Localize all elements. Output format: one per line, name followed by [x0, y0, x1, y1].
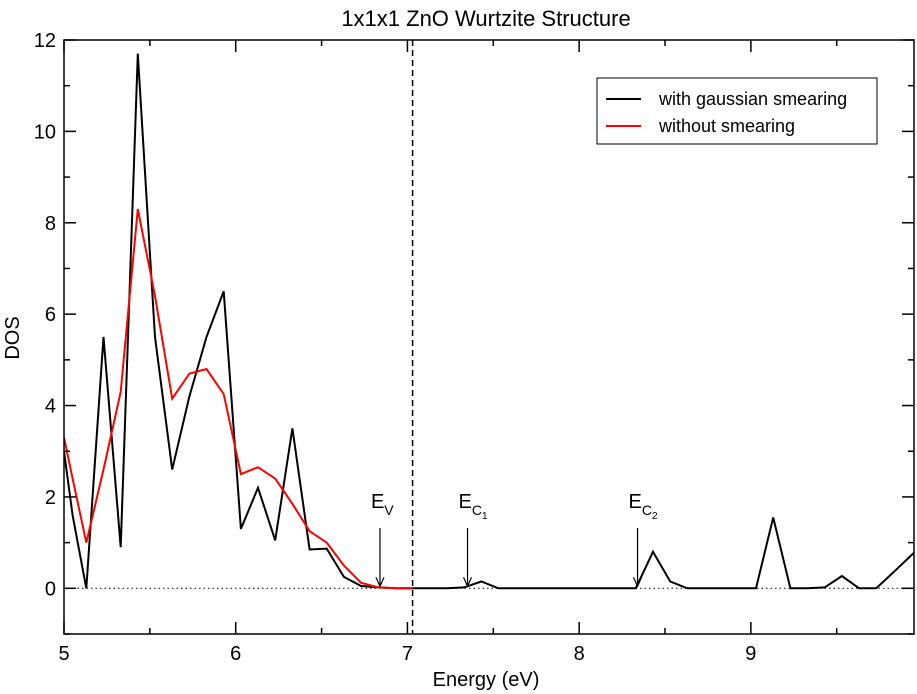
y-tick-label: 6: [45, 304, 56, 326]
x-axis-label: Energy (eV): [433, 669, 540, 691]
annotation-subscript: C: [642, 502, 652, 518]
legend-box: [596, 77, 878, 145]
x-tick-label: 9: [745, 643, 756, 665]
legend: with gaussian smearing without smearing: [596, 77, 878, 145]
chart-title: 1x1x1 ZnO Wurtzite Structure: [341, 6, 630, 31]
series-line-1: [64, 53, 914, 590]
annotation-subsubscript: 1: [482, 511, 488, 522]
legend-label-1: with gaussian smearing: [658, 89, 847, 109]
annotation-main: E: [459, 491, 472, 513]
annotation-main: E: [629, 491, 642, 513]
plot-frame: [63, 39, 915, 635]
y-tick-label: 10: [34, 121, 56, 143]
x-tick-label: 5: [58, 643, 69, 665]
annotation-label-2: EC1: [459, 491, 488, 522]
annotation-subscript: C: [472, 502, 482, 518]
annotation-main: E: [371, 491, 384, 513]
annotation-subscript: V: [384, 502, 394, 518]
annotation-arrow-head-2: [462, 577, 473, 588]
legend-label-2: without smearing: [658, 116, 795, 136]
series-line-2: [64, 208, 413, 590]
annotation-arrow-head-3: [632, 577, 643, 588]
y-axis-label: DOS: [2, 316, 24, 359]
plot-area: [64, 40, 914, 634]
x-tick-label: 8: [574, 643, 585, 665]
y-tick-label: 12: [34, 30, 56, 52]
x-tick-label: 6: [230, 643, 241, 665]
y-tick-label: 0: [45, 578, 56, 600]
annotation-subsubscript: 2: [652, 511, 658, 522]
annotation-label-1: EV: [371, 491, 394, 518]
y-tick-label: 4: [45, 396, 56, 418]
y-tick-label: 2: [45, 487, 56, 509]
y-tick-label: 8: [45, 213, 56, 235]
x-tick-label: 7: [402, 643, 413, 665]
annotation-label-3: EC2: [629, 491, 658, 522]
annotation-arrow-head-1: [375, 577, 385, 588]
